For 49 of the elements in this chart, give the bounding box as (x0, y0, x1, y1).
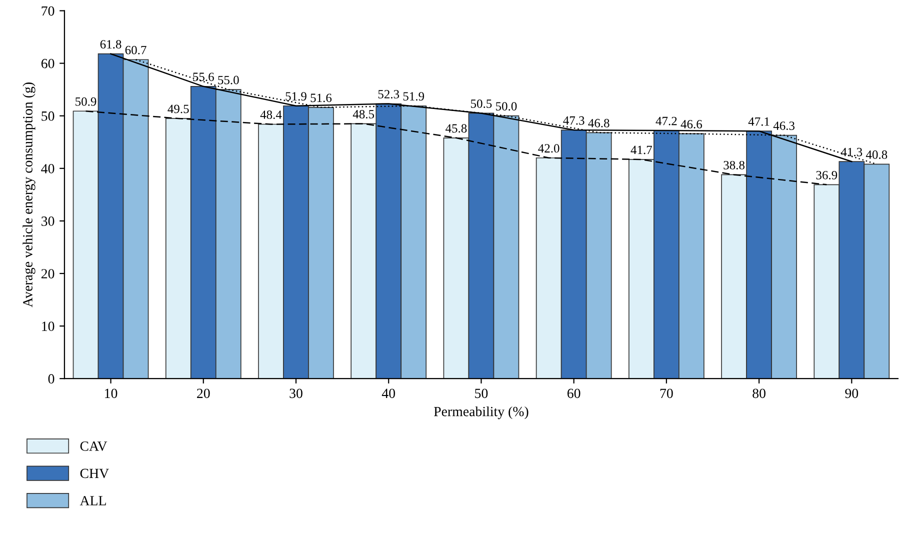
data-label: 41.7 (630, 146, 652, 154)
y-tick-label: 10 (42, 322, 54, 331)
data-label: 41.3 (840, 148, 862, 156)
legend-label: CHV (80, 468, 109, 478)
x-tick-label: 40 (382, 388, 396, 398)
data-label: 55.6 (193, 72, 214, 82)
data-label: 48.5 (352, 110, 374, 118)
x-tick-label: 50 (475, 388, 488, 398)
data-label: 61.8 (100, 40, 122, 49)
data-label: 47.1 (748, 117, 770, 126)
x-tick-label: 10 (105, 388, 118, 398)
data-label: 48.4 (260, 110, 282, 119)
y-tick-label: 0 (48, 374, 54, 384)
x-tick-label: 70 (660, 388, 673, 398)
data-label: 50.5 (471, 99, 492, 108)
x-axis-title: Permeability (%) (434, 406, 528, 420)
data-label: 46.8 (588, 118, 610, 128)
x-tick-label: 30 (290, 388, 302, 398)
data-label: 51.6 (310, 94, 332, 102)
data-label: 55.0 (218, 76, 239, 84)
data-label: 42.0 (538, 144, 560, 153)
data-label: 46.6 (680, 120, 702, 128)
y-tick-label: 20 (41, 269, 54, 278)
data-label: 47.2 (656, 116, 677, 126)
y-tick-label: 30 (42, 216, 54, 226)
y-tick-label: 60 (41, 58, 54, 68)
y-tick-label: 40 (41, 164, 54, 174)
data-label: 40.8 (866, 150, 888, 159)
data-label: 60.7 (125, 46, 146, 54)
legend-label: CAV (80, 442, 108, 451)
data-label: 50.0 (496, 102, 517, 111)
data-label: 52.3 (378, 90, 400, 98)
x-tick-label: 90 (845, 388, 858, 398)
data-label: 45.8 (446, 124, 467, 133)
x-tick-label: 80 (752, 388, 766, 398)
data-label: 50.9 (76, 97, 96, 106)
data-label: 36.9 (816, 170, 838, 180)
data-label: 38.8 (724, 160, 745, 170)
data-label: 47.3 (563, 116, 584, 125)
y-tick-label: 50 (42, 111, 54, 121)
data-label: 51.9 (403, 92, 424, 101)
y-tick-label: 70 (42, 6, 54, 16)
data-label: 46.3 (773, 122, 795, 130)
data-label: 49.5 (168, 104, 189, 114)
data-label: 51.9 (286, 92, 306, 101)
y-axis-title: Average vehicle energy consumption (g) (22, 82, 36, 308)
x-tick-label: 60 (567, 388, 580, 398)
x-tick-label: 20 (197, 388, 210, 398)
legend-label: ALL (80, 496, 106, 506)
